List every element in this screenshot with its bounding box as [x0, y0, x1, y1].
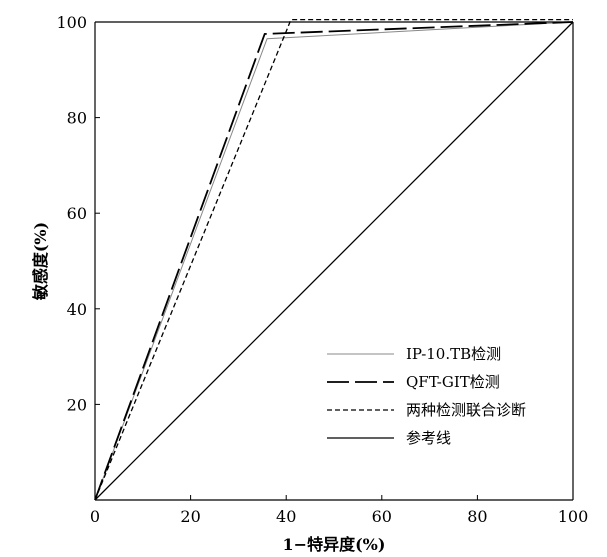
- x-ticks: 0 20 40 60 80 100: [90, 495, 588, 526]
- y-tick-label: 20: [67, 395, 87, 414]
- y-tick-label: 80: [67, 109, 87, 128]
- y-tick-label: 60: [67, 204, 87, 223]
- series-line-0: [94, 21, 574, 501]
- x-tick-label: 60: [372, 507, 392, 526]
- x-axis-title: 1−特异度(%): [283, 535, 386, 554]
- legend-label-0: IP-10.TB检测: [406, 345, 501, 363]
- series-line-1: [94, 21, 574, 501]
- y-tick-label: 100: [56, 13, 87, 32]
- legend-label-1: QFT-GIT检测: [406, 373, 500, 391]
- x-tick-label: 80: [467, 507, 487, 526]
- x-tick-label: 0: [90, 507, 100, 526]
- x-tick-label: 20: [180, 507, 200, 526]
- series-line-3: [94, 21, 574, 501]
- x-tick-label: 40: [276, 507, 296, 526]
- legend-label-3: 参考线: [406, 429, 451, 447]
- series-group: [94, 18, 574, 501]
- axes: [94, 21, 574, 501]
- y-tick-label: 40: [67, 300, 87, 319]
- x-tick-label: 100: [558, 507, 589, 526]
- y-axis-title: 敏感度(%): [31, 222, 50, 301]
- y-ticks: 20 40 60 80 100: [56, 13, 100, 414]
- series-line-2: [94, 18, 573, 501]
- legend-label-2: 两种检测联合诊断: [406, 401, 526, 419]
